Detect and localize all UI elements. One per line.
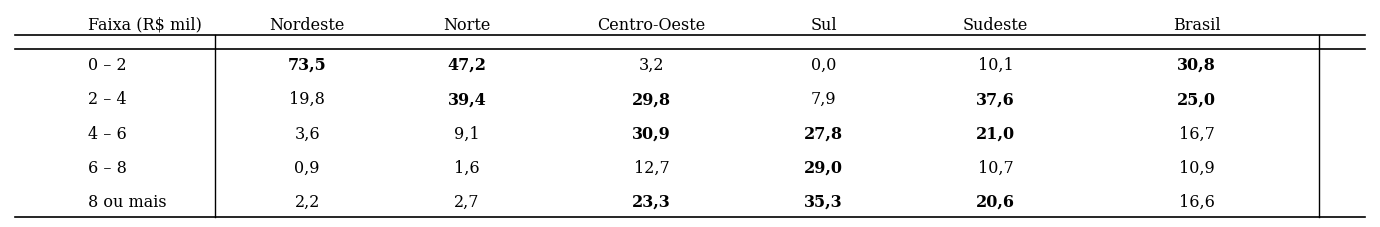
Text: Brasil: Brasil (1173, 17, 1221, 33)
Text: 4 – 6: 4 – 6 (88, 125, 127, 142)
Text: 30,9: 30,9 (632, 125, 671, 142)
Text: 35,3: 35,3 (805, 193, 843, 210)
Text: Centro-Oeste: Centro-Oeste (598, 17, 705, 33)
Text: 0,0: 0,0 (811, 57, 836, 74)
Text: 3,6: 3,6 (294, 125, 320, 142)
Text: Norte: Norte (443, 17, 490, 33)
Text: 7,9: 7,9 (811, 91, 836, 108)
Text: 10,1: 10,1 (978, 57, 1014, 74)
Text: 47,2: 47,2 (447, 57, 486, 74)
Text: 30,8: 30,8 (1177, 57, 1216, 74)
Text: 25,0: 25,0 (1177, 91, 1216, 108)
Text: Faixa (R$ mil): Faixa (R$ mil) (88, 17, 201, 33)
Text: 2 – 4: 2 – 4 (88, 91, 127, 108)
Text: 0,9: 0,9 (294, 159, 320, 176)
Text: 39,4: 39,4 (447, 91, 486, 108)
Text: Sudeste: Sudeste (963, 17, 1028, 33)
Text: 2,2: 2,2 (294, 193, 320, 210)
Text: 16,7: 16,7 (1179, 125, 1214, 142)
Text: 23,3: 23,3 (632, 193, 671, 210)
Text: 1,6: 1,6 (454, 159, 480, 176)
Text: 2,7: 2,7 (454, 193, 480, 210)
Text: 6 – 8: 6 – 8 (88, 159, 127, 176)
Text: 10,7: 10,7 (978, 159, 1014, 176)
Text: 8 ou mais: 8 ou mais (88, 193, 167, 210)
Text: 27,8: 27,8 (805, 125, 843, 142)
Text: 21,0: 21,0 (976, 125, 1016, 142)
Text: 29,0: 29,0 (805, 159, 843, 176)
Text: 19,8: 19,8 (290, 91, 326, 108)
Text: 10,9: 10,9 (1179, 159, 1214, 176)
Text: 12,7: 12,7 (633, 159, 669, 176)
Text: 73,5: 73,5 (288, 57, 327, 74)
Text: 0 – 2: 0 – 2 (88, 57, 127, 74)
Text: Sul: Sul (810, 17, 836, 33)
Text: 29,8: 29,8 (632, 91, 671, 108)
Text: 9,1: 9,1 (454, 125, 480, 142)
Text: 3,2: 3,2 (639, 57, 664, 74)
Text: 16,6: 16,6 (1179, 193, 1214, 210)
Text: 37,6: 37,6 (977, 91, 1016, 108)
Text: Nordeste: Nordeste (269, 17, 345, 33)
Text: 20,6: 20,6 (976, 193, 1016, 210)
